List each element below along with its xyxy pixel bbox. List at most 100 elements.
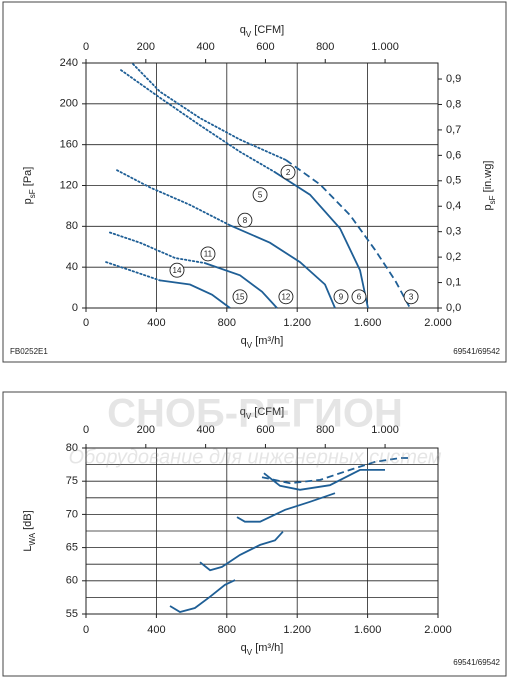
x-tick-label: 0	[83, 624, 89, 636]
y-tick-label: 65	[66, 542, 78, 554]
y-tick-label: 200	[60, 98, 78, 110]
y-axis-label-part: [Pa]	[22, 167, 34, 190]
x2-tick-label: 0	[83, 41, 89, 53]
x2-tick-label: 1.000	[371, 41, 399, 53]
x-tick-label: 0	[83, 317, 89, 329]
curve	[263, 469, 385, 491]
y-tick-label: 0	[72, 302, 78, 314]
y-axis-label-part: WA	[28, 532, 37, 545]
y2-tick-label: 0,5	[446, 175, 461, 187]
y2-axis-label-part: [in.wg]	[482, 161, 494, 196]
curve-marker	[351, 289, 367, 305]
x2-axis-label-part: [CFM]	[251, 406, 284, 418]
y-tick-label: 55	[66, 608, 78, 620]
x2-axis-label-part: q	[240, 24, 246, 36]
curve	[274, 171, 369, 309]
x2-tick-label: 800	[316, 424, 334, 436]
curve	[285, 159, 411, 309]
y-tick-label: 160	[60, 139, 78, 151]
y-axis-label-part: L	[22, 546, 34, 552]
curve	[109, 231, 206, 264]
y2-axis-label-part: p	[482, 204, 494, 210]
panel-frame	[2, 1, 507, 363]
curve	[120, 69, 276, 174]
y-tick-label: 60	[66, 575, 78, 587]
curve-marker-label: 3	[409, 292, 414, 301]
x-tick-label: 1.200	[283, 624, 311, 636]
x2-tick-label: 400	[196, 41, 214, 53]
curve-marker	[237, 212, 253, 228]
curve-marker-label: 5	[258, 190, 263, 199]
curve	[229, 224, 336, 309]
plot-frame	[85, 447, 439, 615]
x2-axis-label-part: V	[246, 412, 252, 421]
x-axis-label-part: q	[241, 335, 247, 347]
x-axis-label-part: q	[241, 642, 247, 654]
curve-marker	[403, 289, 419, 305]
y-tick-label: 80	[66, 442, 78, 454]
y2-tick-label: 0,8	[446, 98, 461, 110]
curve-marker	[278, 289, 294, 305]
curve-marker-label: 2	[286, 168, 291, 177]
curve-marker-label: 8	[243, 216, 248, 225]
curve-marker-label: 12	[281, 292, 290, 301]
x2-tick-label: 200	[137, 41, 155, 53]
curve-marker	[252, 187, 268, 203]
y-axis-label-part: p	[22, 198, 34, 204]
curve	[116, 169, 231, 227]
x2-tick-label: 600	[256, 424, 274, 436]
x-axis-label: qV [m³/h]	[241, 335, 284, 350]
curve-marker-label: 14	[173, 266, 182, 275]
curve-marker	[200, 246, 216, 262]
x2-axis-label-part: q	[240, 406, 246, 418]
curve-marker-label: 9	[339, 292, 344, 301]
watermark-title: СНОБ-РЕГИОН	[107, 392, 403, 436]
curve-marker-label: 15	[236, 292, 245, 301]
x2-tick-label: 0	[83, 424, 89, 436]
x2-tick-label: 800	[316, 41, 334, 53]
y-tick-label: 120	[60, 179, 78, 191]
curve	[105, 261, 161, 282]
curve	[132, 63, 287, 161]
y-axis-label: psF [Pa]	[22, 167, 37, 205]
y2-tick-label: 0,9	[446, 73, 461, 85]
curve	[169, 579, 236, 613]
x-tick-label: 400	[147, 317, 165, 329]
y2-tick-label: 0,6	[446, 149, 461, 161]
curve-marker-label: 11	[204, 250, 213, 259]
y2-tick-label: 0,4	[446, 200, 461, 212]
y-axis-label-part: sF	[28, 189, 37, 198]
curve	[236, 492, 336, 523]
x2-tick-label: 600	[256, 41, 274, 53]
x-tick-label: 400	[147, 624, 165, 636]
curve-marker	[169, 262, 185, 278]
x-tick-label: 2.000	[424, 317, 452, 329]
curve-marker	[280, 164, 296, 180]
y-tick-label: 240	[60, 57, 78, 69]
x-tick-label: 1.200	[283, 317, 311, 329]
x2-tick-label: 200	[137, 424, 155, 436]
y2-tick-label: 0,1	[446, 276, 461, 288]
x-tick-label: 1.600	[354, 624, 382, 636]
curve	[261, 457, 412, 485]
y2-tick-label: 0,7	[446, 124, 461, 136]
watermark-subtitle: Оборудование для инженерных систем	[68, 446, 441, 468]
curve	[159, 279, 231, 309]
curve-marker	[333, 289, 349, 305]
x2-tick-label: 400	[196, 424, 214, 436]
curve-marker-label: 6	[357, 292, 362, 301]
y-tick-label: 40	[66, 261, 78, 273]
x2-axis-label: qV [CFM]	[240, 24, 284, 39]
panel-frame	[2, 391, 507, 677]
y-axis-label: LWA [dB]	[22, 510, 37, 551]
curve	[199, 531, 284, 572]
curve-marker	[232, 289, 248, 305]
x-axis-label-part: [m³/h]	[252, 335, 283, 347]
x-axis-label: qV [m³/h]	[241, 642, 284, 657]
figure-code: FB0252E1	[10, 347, 48, 356]
y-axis-label-part: [dB]	[22, 510, 34, 533]
x2-axis-label-part: [CFM]	[251, 24, 284, 36]
y2-tick-label: 0,0	[446, 302, 461, 314]
